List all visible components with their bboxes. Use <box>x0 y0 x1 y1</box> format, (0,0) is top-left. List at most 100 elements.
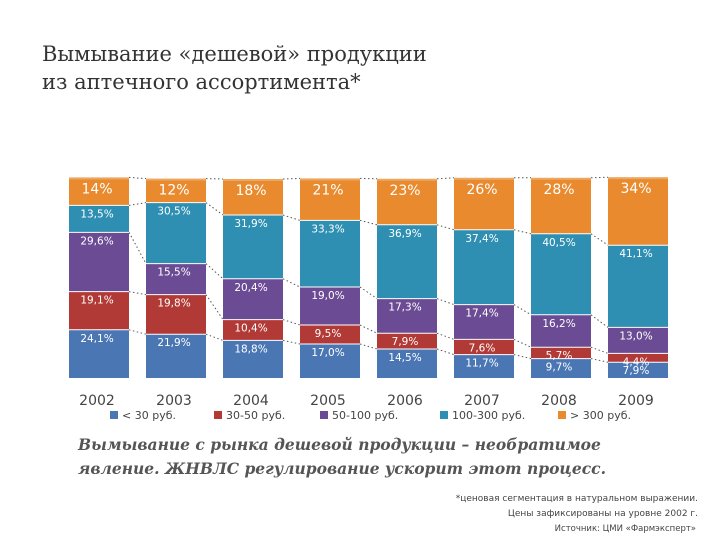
bar-segment <box>608 362 668 378</box>
data-label: 13,0% <box>619 330 652 342</box>
connector-line <box>436 177 455 180</box>
data-label: 7,9% <box>392 336 419 348</box>
data-label: 18% <box>235 183 266 199</box>
data-label: 33,3% <box>311 223 344 235</box>
bar-segment <box>300 344 360 378</box>
bar-stack-2006 <box>377 178 437 378</box>
title-line-2: из аптечного ассортимента* <box>42 70 361 94</box>
bar-stack-2009 <box>608 177 668 378</box>
data-label: 24,1% <box>80 333 113 345</box>
legend-item: 30-50 руб. <box>214 409 285 422</box>
bar-segment <box>69 232 129 292</box>
bar-segment <box>69 291 129 330</box>
legend-label: > 300 руб. <box>570 409 631 422</box>
connector-line <box>513 304 532 316</box>
bar-segment <box>223 215 283 279</box>
connector-line <box>282 177 301 180</box>
bar-highlight <box>608 177 668 180</box>
connector-lines <box>128 176 609 363</box>
connector-line <box>359 286 378 300</box>
legend-label: < 30 руб. <box>122 409 176 422</box>
bar-stack-2002 <box>69 177 129 378</box>
data-label: 14% <box>81 181 112 197</box>
bar-segment <box>531 177 591 234</box>
bar-segment <box>146 294 206 335</box>
data-label: 41,1% <box>619 248 652 260</box>
connector-line <box>282 319 301 326</box>
bar-segment <box>300 287 360 325</box>
bar-segment <box>69 177 129 206</box>
connector-line <box>128 291 147 296</box>
legend-swatch <box>110 411 118 419</box>
category-label: 2004 <box>233 393 269 409</box>
data-label: 37,4% <box>465 233 498 245</box>
connector-line <box>436 298 455 306</box>
legend-swatch <box>214 411 222 419</box>
bar-stack-2003 <box>146 178 206 378</box>
legend: < 30 руб. 30-50 руб. 50-100 руб. 100-300 ру… <box>110 409 631 422</box>
category-label: 2009 <box>618 393 654 409</box>
bar-segment <box>300 325 360 344</box>
bar-segment <box>454 177 514 230</box>
data-label: 21% <box>312 182 343 198</box>
data-label: 40,5% <box>542 237 575 249</box>
bar-highlight <box>454 177 514 180</box>
bar-highlight <box>146 178 206 181</box>
data-label: 18,8% <box>234 343 267 355</box>
connector-line <box>359 219 378 226</box>
bar-highlight <box>69 177 129 180</box>
connector-line <box>590 176 609 179</box>
connector-line <box>436 332 455 340</box>
connector-line <box>590 233 609 246</box>
bar-segment <box>377 298 437 334</box>
conclusion-text: Вымывание с рынка дешевой продукции – не… <box>78 433 606 481</box>
connector-line <box>205 263 224 280</box>
connector-line <box>513 338 532 348</box>
data-label: 36,9% <box>388 228 421 240</box>
legend-swatch <box>558 411 566 419</box>
data-label: 17,3% <box>388 302 421 314</box>
bar-segment <box>454 354 514 378</box>
data-label: 11,7% <box>465 358 498 370</box>
category-label: 2002 <box>79 393 115 409</box>
connector-line <box>205 333 224 341</box>
bar-segment <box>608 353 668 363</box>
data-label: 19,8% <box>157 298 190 310</box>
data-label: 13,5% <box>80 208 113 220</box>
connector-line <box>590 346 609 354</box>
bar-segment <box>608 177 668 246</box>
bar-segment <box>377 178 437 225</box>
data-label: 7,9% <box>623 365 650 377</box>
conclusion-line-2: явление. ЖНВЛС регулирование ускорит это… <box>78 459 606 478</box>
bar-segment <box>531 347 591 359</box>
bar-segment <box>531 358 591 378</box>
bar-segment <box>223 319 283 341</box>
legend-item: 50-100 руб. <box>320 409 398 422</box>
bar-highlight <box>377 178 437 181</box>
bar-segment <box>377 224 437 299</box>
footnote-line-2: Цены зафиксированы на уровне 2002 г. <box>507 509 698 519</box>
connector-line <box>436 224 455 231</box>
data-label: 15,5% <box>157 267 190 279</box>
data-label: 12% <box>158 183 189 199</box>
bar-stack-2007 <box>454 177 514 378</box>
category-label: 2003 <box>156 393 192 409</box>
bar-stack-2005 <box>300 178 360 378</box>
legend-label: 100-300 руб. <box>452 409 525 422</box>
bar-segment <box>454 339 514 355</box>
data-label: 30,5% <box>157 206 190 218</box>
data-label: 5,7% <box>546 350 573 362</box>
legend-swatch <box>320 411 328 419</box>
bar-segment <box>454 304 514 340</box>
bar-segment <box>69 329 129 378</box>
legend-swatch <box>440 411 448 419</box>
legend-item: > 300 руб. <box>558 409 631 422</box>
footnote: *ценовая сегментация в натуральном выраж… <box>456 492 698 522</box>
bar-segment <box>300 220 360 287</box>
connector-line <box>128 176 147 180</box>
connector-line <box>513 229 532 235</box>
bar-segment <box>454 229 514 305</box>
conclusion-line-1: Вымывание с рынка дешевой продукции – не… <box>78 435 601 454</box>
bar-segment <box>223 340 283 378</box>
